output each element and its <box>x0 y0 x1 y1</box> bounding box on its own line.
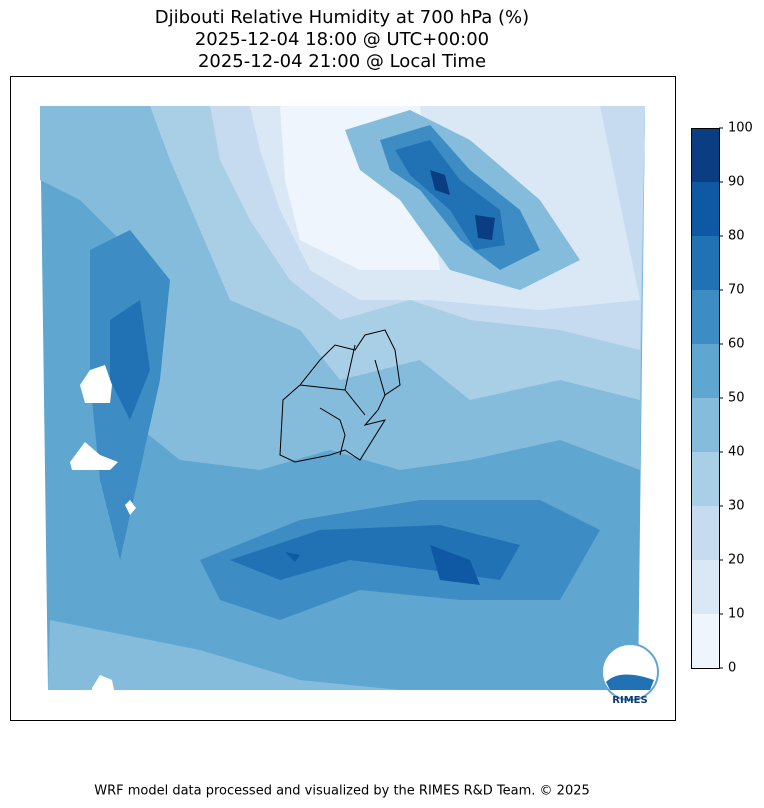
title-line: Djibouti Relative Humidity at 700 hPa (%… <box>155 7 529 28</box>
colorbar-segment <box>691 182 719 236</box>
map-frame <box>10 76 676 721</box>
logo: RIMES <box>601 643 659 706</box>
colorbar-segment <box>691 236 719 290</box>
colorbar-segment <box>691 290 719 344</box>
colorbar-tick-label: 50 <box>728 391 745 406</box>
logo-text: RIMES <box>612 695 647 706</box>
colorbar-segment <box>691 560 719 614</box>
colorbar-segment <box>691 506 719 560</box>
colorbar-segment <box>691 398 719 452</box>
colorbar-tick-label: 0 <box>728 661 736 676</box>
colorbar-tick-label: 100 <box>728 121 753 136</box>
colorbar-segment <box>691 452 719 506</box>
colorbar: 0 10 20 30 40 50 60 70 80 90 100 <box>691 121 753 676</box>
colorbar-tick-label: 90 <box>728 175 745 190</box>
colorbar-segment <box>691 614 719 668</box>
footer: WRF model data processed and visualized … <box>94 784 590 799</box>
map-field <box>40 106 645 690</box>
colorbar-tick-label: 60 <box>728 337 745 352</box>
colorbar-tick-label: 40 <box>728 445 745 460</box>
title-line: 2025-12-04 18:00 @ UTC+00:00 <box>195 29 489 50</box>
colorbar-tick-label: 70 <box>728 283 745 298</box>
colorbar-tick-label: 30 <box>728 499 745 514</box>
colorbar-segment <box>691 344 719 398</box>
colorbar-tick-label: 80 <box>728 229 745 244</box>
colorbar-tick-label: 10 <box>728 607 745 622</box>
colorbar-tick-label: 20 <box>728 553 745 568</box>
colorbar-segment <box>691 128 719 182</box>
title-line: 2025-12-04 21:00 @ Local Time <box>198 51 486 72</box>
